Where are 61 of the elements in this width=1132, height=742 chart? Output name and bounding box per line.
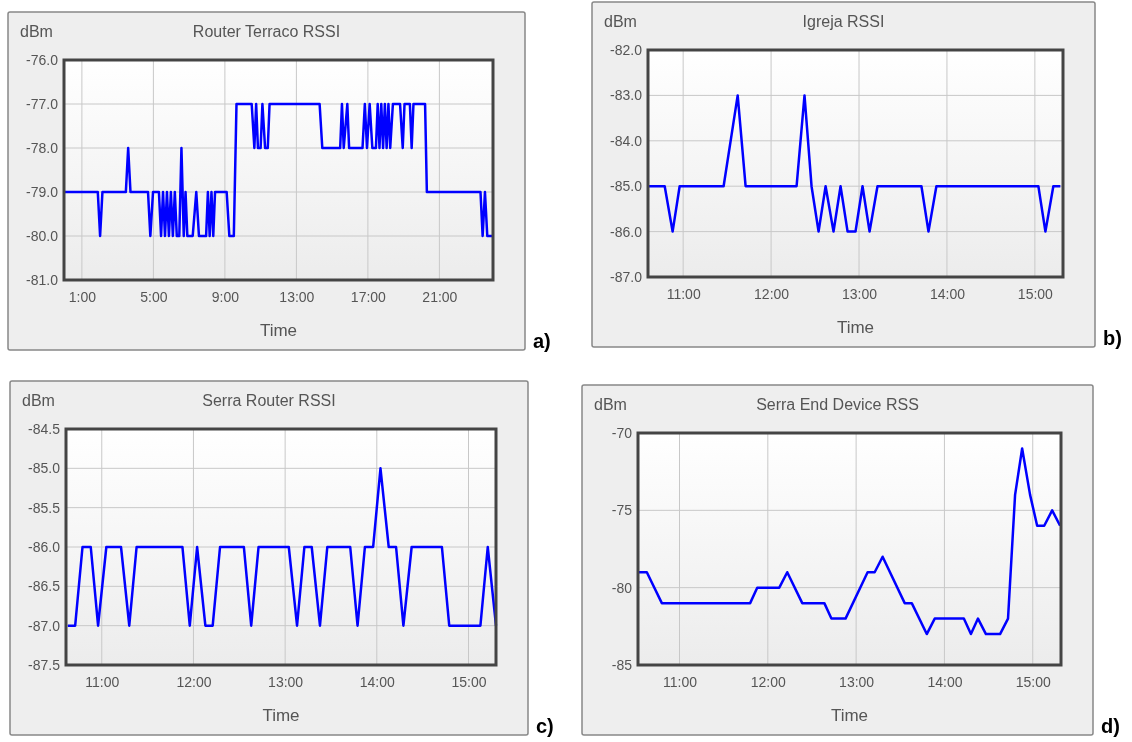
y-tick-label: -75 [611, 502, 633, 519]
chart-title: Serra End Device RSS [756, 396, 919, 413]
y-axis-title: dBm [594, 396, 627, 413]
chart-title: Serra Router RSSI [202, 392, 336, 409]
x-tick-label: 12:00 [750, 673, 787, 690]
x-tick-label: 14:00 [927, 673, 963, 690]
y-tick-label: -76.0 [26, 51, 59, 68]
y-tick-label: -82.0 [610, 41, 643, 58]
x-tick-label: 13:00 [841, 285, 878, 302]
x-tick-label: 14:00 [929, 285, 966, 302]
y-axis-title: dBm [604, 13, 637, 30]
y-tick-label: -80 [611, 579, 633, 596]
y-tick-label: -84.5 [28, 420, 61, 437]
y-tick-label: -85.0 [28, 460, 61, 477]
x-tick-label: 21:00 [422, 288, 458, 305]
x-axis-title: Time [830, 706, 869, 725]
y-tick-label: -84.0 [610, 132, 643, 149]
y-tick-label: -77.0 [26, 95, 59, 112]
y-tick-label: -78.0 [26, 139, 59, 156]
x-tick-label: 11:00 [85, 673, 120, 690]
y-tick-label: -85.5 [28, 499, 61, 516]
text: d) [1101, 715, 1120, 737]
y-tick-label: -86.0 [28, 538, 61, 555]
y-tick-label: -80.0 [26, 227, 59, 244]
x-tick-label: 9:00 [211, 288, 240, 305]
text: b) [1103, 327, 1122, 349]
y-axis-title: dBm [20, 23, 53, 40]
y-tick-label: -70 [611, 424, 633, 441]
y-tick-label: -85.0 [610, 178, 643, 195]
x-tick-label: 15:00 [1017, 285, 1054, 302]
y-tick-label: -85 [611, 656, 633, 673]
x-tick-label: 15:00 [451, 673, 487, 690]
x-tick-label: 5:00 [140, 288, 168, 305]
y-tick-label: -87.5 [28, 656, 61, 673]
y-axis-title: dBm [22, 392, 55, 409]
x-tick-label: 11:00 [666, 285, 701, 302]
y-tick-label: -83.0 [610, 87, 643, 104]
chart-title: Router Terraco RSSI [192, 23, 341, 40]
x-tick-label: 14:00 [359, 673, 396, 690]
y-tick-label: -86.5 [28, 578, 61, 595]
text: c) [536, 715, 554, 737]
chart-title: Igreja RSSI [802, 13, 885, 30]
x-tick-label: 17:00 [350, 288, 387, 305]
x-axis-title: Time [262, 706, 300, 725]
x-tick-label: 11:00 [663, 673, 698, 690]
x-tick-label: 12:00 [754, 285, 790, 302]
x-tick-label: 12:00 [176, 673, 212, 690]
y-tick-label: -81.0 [26, 271, 59, 288]
y-tick-label: -86.0 [610, 223, 643, 240]
y-tick-label: -87.0 [610, 268, 643, 285]
x-tick-label: 13:00 [268, 673, 304, 690]
x-tick-label: 13:00 [279, 288, 315, 305]
x-tick-label: 1:00 [68, 288, 97, 305]
x-tick-label: 13:00 [839, 673, 875, 690]
x-axis-title: Time [836, 318, 875, 337]
y-tick-label: -87.0 [28, 617, 61, 634]
text: a) [533, 330, 551, 352]
y-tick-label: -79.0 [26, 183, 59, 200]
line-series [637, 447, 1062, 636]
x-axis-title: Time [259, 321, 298, 340]
x-tick-label: 15:00 [1015, 673, 1051, 690]
